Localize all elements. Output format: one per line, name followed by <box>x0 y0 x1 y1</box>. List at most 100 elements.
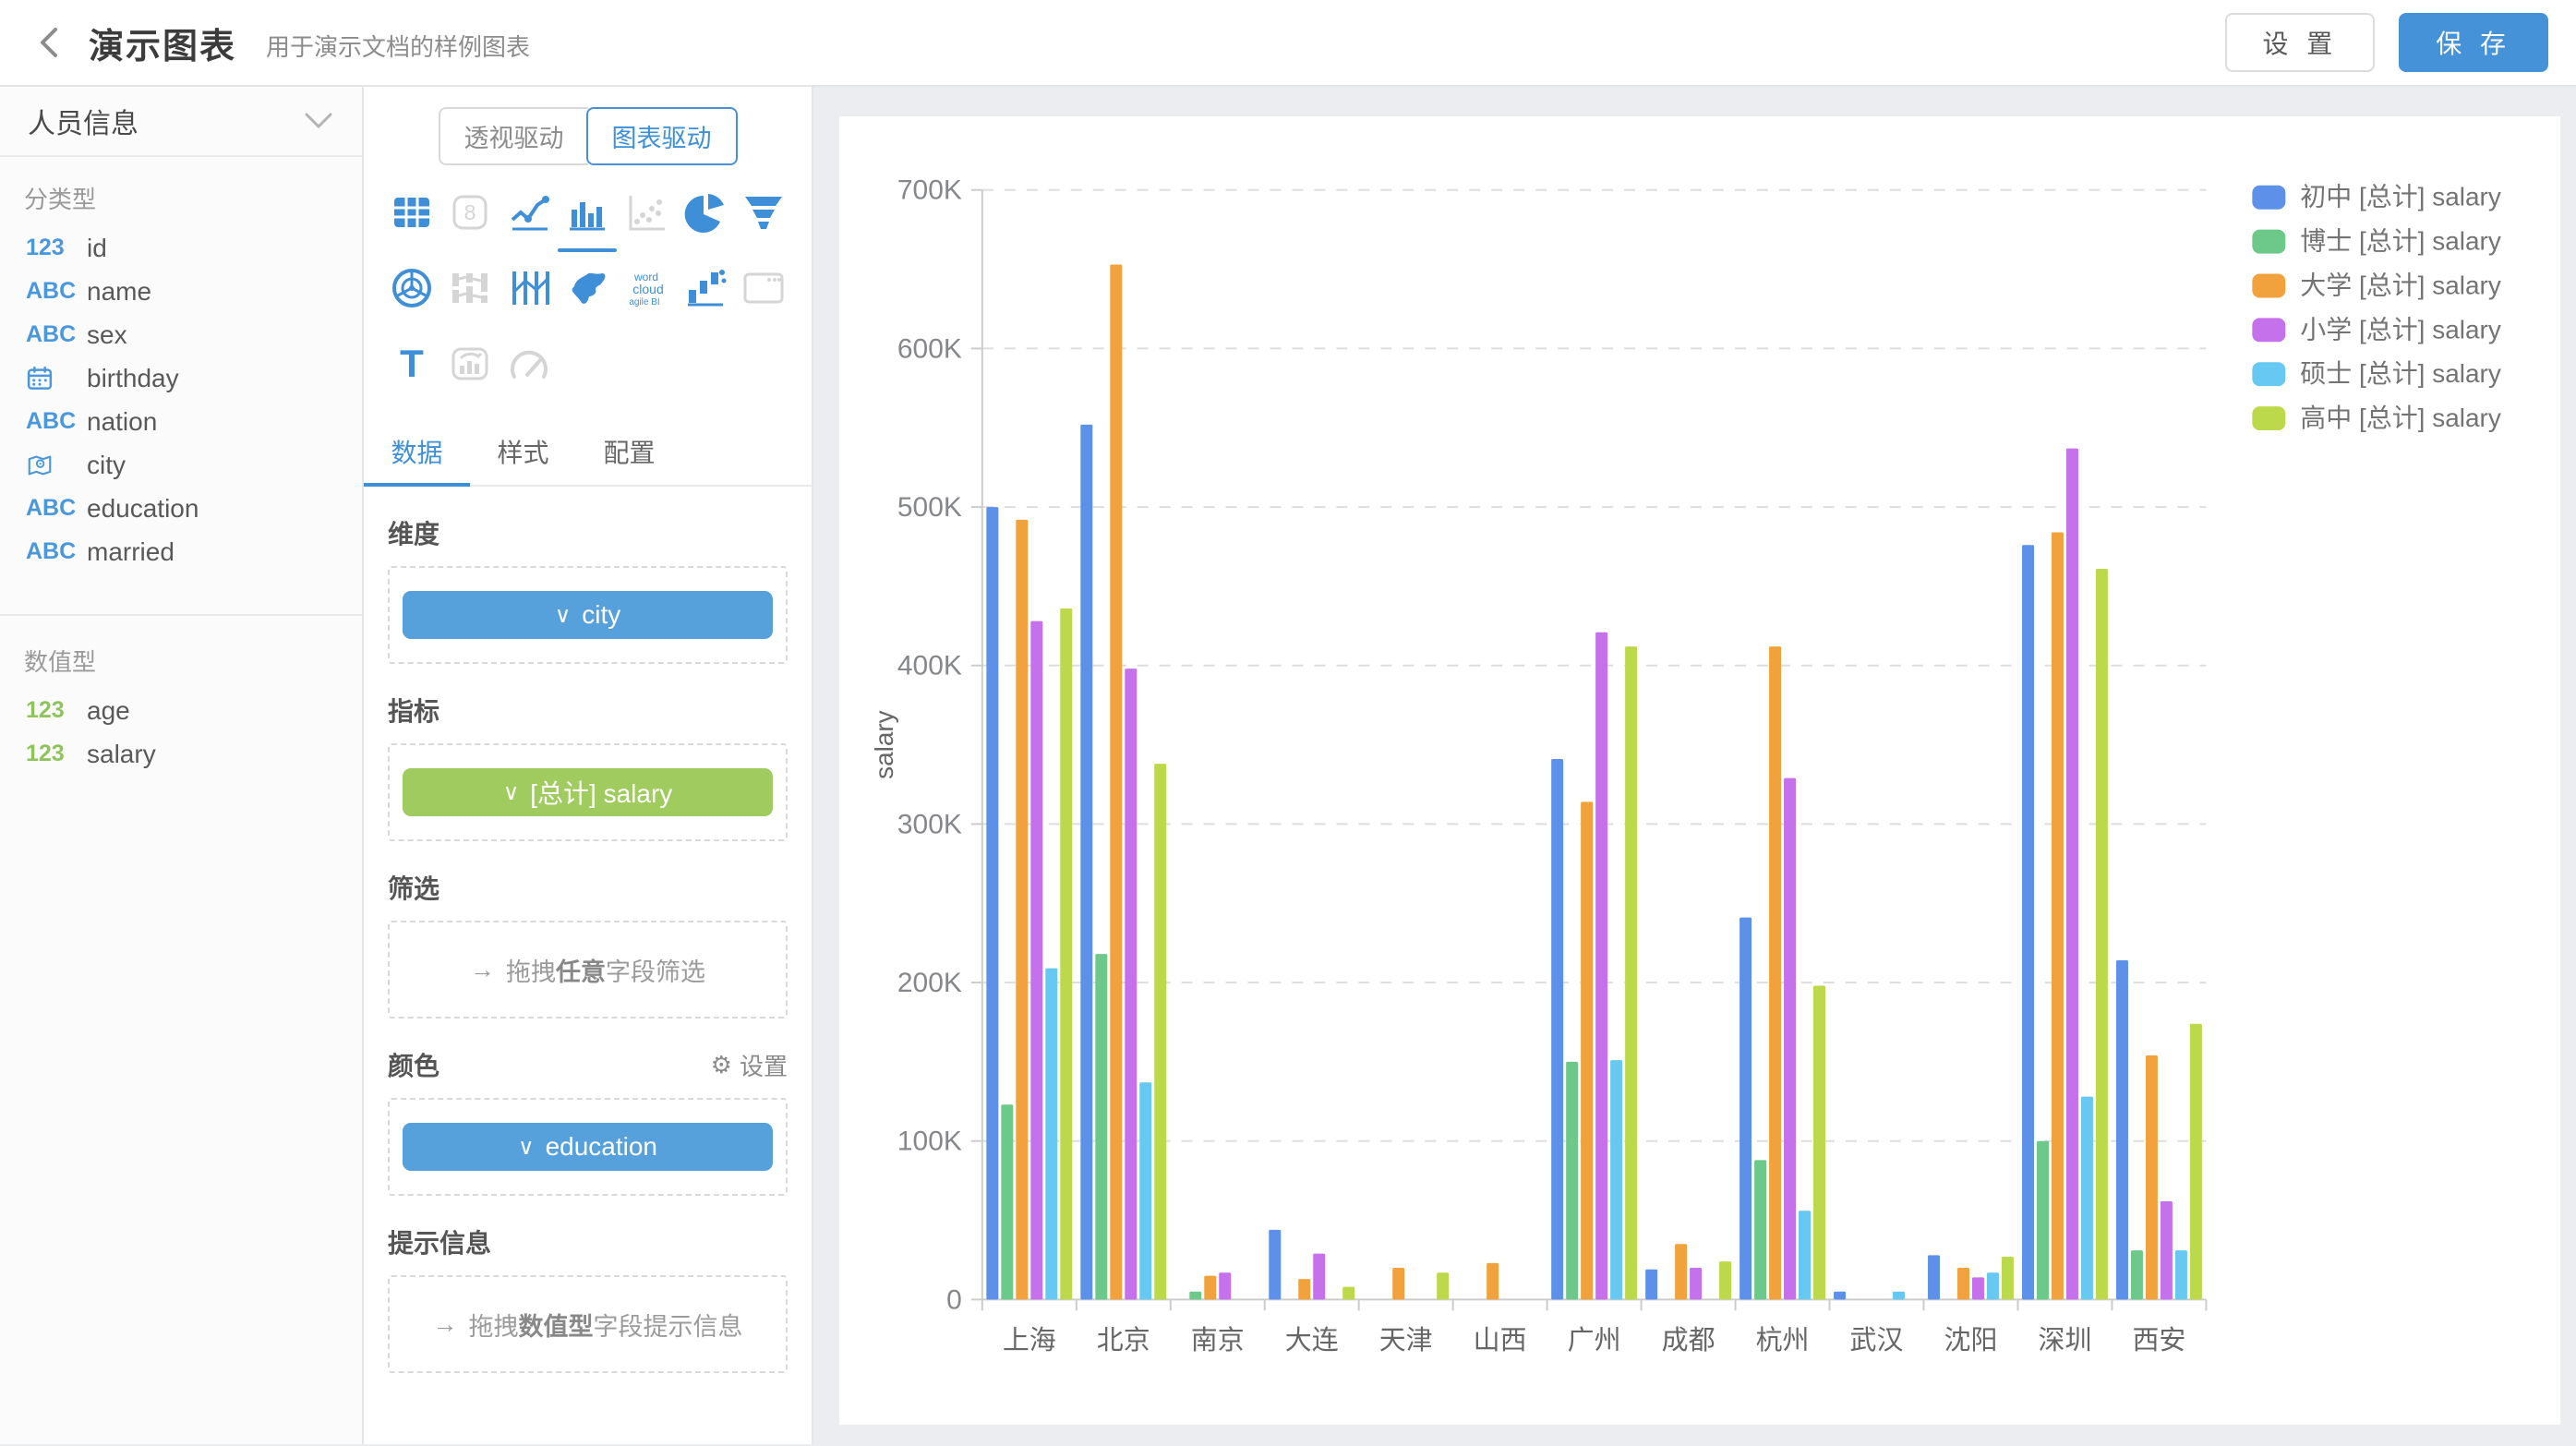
bar-博士 [总计] salary-北京[interactable] <box>1095 954 1107 1299</box>
legend-label[interactable]: 高中 [总计] salary <box>2300 404 2501 432</box>
dimension-dropzone[interactable]: ∨ city <box>388 566 788 664</box>
field-item-sex[interactable]: ABCsex <box>0 313 362 356</box>
bar-大学 [总计] salary-北京[interactable] <box>1110 264 1122 1299</box>
bar-硕士 [总计] salary-西安[interactable] <box>2175 1250 2187 1299</box>
bar-初中 [总计] salary-上海[interactable] <box>986 507 998 1299</box>
field-item-city[interactable]: city <box>0 443 362 487</box>
word-cloud-icon[interactable]: wordcloudagile BI <box>623 265 669 311</box>
bar-大学 [总计] salary-大连[interactable] <box>1298 1279 1310 1299</box>
bar-小学 [总计] salary-南京[interactable] <box>1219 1272 1231 1299</box>
builder-tab-样式[interactable]: 样式 <box>470 422 576 485</box>
bar-硕士 [总计] salary-杭州[interactable] <box>1799 1211 1811 1299</box>
bar-硕士 [总计] salary-武汉[interactable] <box>1893 1292 1905 1300</box>
legend-label[interactable]: 硕士 [总计] salary <box>2300 359 2501 388</box>
legend-swatch[interactable] <box>2252 230 2285 254</box>
bar-小学 [总计] salary-上海[interactable] <box>1030 621 1042 1300</box>
bar-chart-icon[interactable] <box>564 189 610 235</box>
text-icon[interactable]: T <box>389 341 435 387</box>
bar-硕士 [总计] salary-北京[interactable] <box>1139 1082 1151 1299</box>
field-item-married[interactable]: ABCmarried <box>0 530 362 573</box>
legend-swatch[interactable] <box>2252 406 2285 430</box>
bar-博士 [总计] salary-上海[interactable] <box>1001 1104 1013 1299</box>
bar-小学 [总计] salary-西安[interactable] <box>2161 1201 2173 1299</box>
line-chart-icon[interactable] <box>506 189 552 235</box>
measure-dropzone[interactable]: ∨ [总计] salary <box>388 743 788 841</box>
bar-大学 [总计] salary-广州[interactable] <box>1581 801 1593 1299</box>
bar-大学 [总计] salary-深圳[interactable] <box>2052 533 2064 1300</box>
bar-大学 [总计] salary-西安[interactable] <box>2146 1055 2158 1299</box>
bar-小学 [总计] salary-广州[interactable] <box>1595 633 1607 1300</box>
legend-swatch[interactable] <box>2252 362 2285 386</box>
bar-初中 [总计] salary-沈阳[interactable] <box>1928 1255 1940 1299</box>
bar-博士 [总计] salary-南京[interactable] <box>1189 1292 1201 1300</box>
bar-大学 [总计] salary-沈阳[interactable] <box>1957 1268 1969 1299</box>
bar-小学 [总计] salary-北京[interactable] <box>1125 669 1137 1299</box>
bar-硕士 [总计] salary-广州[interactable] <box>1610 1060 1622 1299</box>
builder-tab-数据[interactable]: 数据 <box>364 422 470 485</box>
bar-高中 [总计] salary-成都[interactable] <box>1719 1261 1731 1299</box>
legend-label[interactable]: 初中 [总计] salary <box>2300 183 2501 211</box>
color-settings-link[interactable]: ⚙ 设置 <box>711 1048 788 1082</box>
field-item-age[interactable]: 123age <box>0 689 362 732</box>
bar-硕士 [总计] salary-上海[interactable] <box>1045 969 1057 1300</box>
bar-高中 [总计] salary-大连[interactable] <box>1342 1287 1354 1300</box>
bar-高中 [总计] salary-上海[interactable] <box>1060 609 1072 1299</box>
field-item-education[interactable]: ABCeducation <box>0 487 362 530</box>
table-icon[interactable] <box>389 189 435 235</box>
bar-初中 [总计] salary-西安[interactable] <box>2116 960 2128 1299</box>
mode-tab-图表驱动[interactable]: 图表驱动 <box>586 107 738 165</box>
bar-博士 [总计] salary-杭州[interactable] <box>1754 1160 1766 1299</box>
waterfall-icon[interactable] <box>682 265 728 311</box>
save-button[interactable]: 保 存 <box>2399 13 2548 72</box>
legend-swatch[interactable] <box>2252 318 2285 342</box>
funnel-icon[interactable] <box>740 189 787 235</box>
back-button[interactable] <box>28 20 72 65</box>
bar-初中 [总计] salary-武汉[interactable] <box>1834 1292 1846 1300</box>
bar-大学 [总计] salary-山西[interactable] <box>1487 1263 1499 1299</box>
settings-button[interactable]: 设 置 <box>2225 13 2375 72</box>
legend-label[interactable]: 小学 [总计] salary <box>2300 315 2501 343</box>
bar-高中 [总计] salary-北京[interactable] <box>1154 764 1166 1299</box>
bar-小学 [总计] salary-深圳[interactable] <box>2066 449 2078 1300</box>
radar-icon[interactable] <box>389 265 435 311</box>
legend-swatch[interactable] <box>2252 186 2285 210</box>
bar-小学 [总计] salary-成都[interactable] <box>1690 1268 1702 1299</box>
bar-高中 [总计] salary-广州[interactable] <box>1625 646 1637 1299</box>
mode-tab-透视驱动[interactable]: 透视驱动 <box>439 107 588 165</box>
bar-博士 [总计] salary-西安[interactable] <box>2131 1250 2143 1299</box>
bar-高中 [总计] salary-沈阳[interactable] <box>2002 1257 2014 1299</box>
bar-硕士 [总计] salary-深圳[interactable] <box>2081 1097 2093 1300</box>
field-item-id[interactable]: 123id <box>0 226 362 270</box>
bar-高中 [总计] salary-深圳[interactable] <box>2096 569 2108 1299</box>
filter-dropzone[interactable]: → 拖拽任意字段筛选 <box>388 921 788 1018</box>
field-item-salary[interactable]: 123salary <box>0 732 362 776</box>
legend-label[interactable]: 大学 [总计] salary <box>2300 271 2501 299</box>
bar-大学 [总计] salary-南京[interactable] <box>1204 1276 1216 1300</box>
field-item-birthday[interactable]: birthday <box>0 356 362 400</box>
bar-大学 [总计] salary-成都[interactable] <box>1675 1244 1687 1299</box>
bar-小学 [总计] salary-大连[interactable] <box>1313 1254 1325 1300</box>
color-dropzone[interactable]: ∨ education <box>388 1098 788 1196</box>
bar-大学 [总计] salary-杭州[interactable] <box>1769 646 1781 1299</box>
bar-初中 [总计] salary-深圳[interactable] <box>2022 545 2034 1299</box>
bar-小学 [总计] salary-杭州[interactable] <box>1784 778 1796 1300</box>
builder-tab-配置[interactable]: 配置 <box>576 422 682 485</box>
bar-硕士 [总计] salary-沈阳[interactable] <box>1987 1272 1999 1299</box>
color-chip-education[interactable]: ∨ education <box>403 1123 773 1171</box>
bar-高中 [总计] salary-杭州[interactable] <box>1813 985 1825 1299</box>
bar-大学 [总计] salary-上海[interactable] <box>1016 520 1028 1300</box>
bar-初中 [总计] salary-大连[interactable] <box>1269 1230 1281 1300</box>
bar-初中 [总计] salary-广州[interactable] <box>1551 759 1563 1299</box>
bar-博士 [总计] salary-广州[interactable] <box>1566 1062 1578 1299</box>
bar-高中 [总计] salary-西安[interactable] <box>2190 1024 2202 1300</box>
measure-chip-salary[interactable]: ∨ [总计] salary <box>403 768 773 816</box>
china-map-icon[interactable] <box>564 265 610 311</box>
bar-高中 [总计] salary-天津[interactable] <box>1437 1272 1449 1299</box>
field-item-nation[interactable]: ABCnation <box>0 400 362 443</box>
bar-初中 [总计] salary-北京[interactable] <box>1080 425 1092 1300</box>
parallel-icon[interactable] <box>506 265 552 311</box>
legend-label[interactable]: 博士 [总计] salary <box>2300 227 2501 256</box>
bar-大学 [总计] salary-天津[interactable] <box>1392 1268 1404 1299</box>
pie-chart-icon[interactable] <box>682 189 728 235</box>
field-item-name[interactable]: ABCname <box>0 270 362 313</box>
